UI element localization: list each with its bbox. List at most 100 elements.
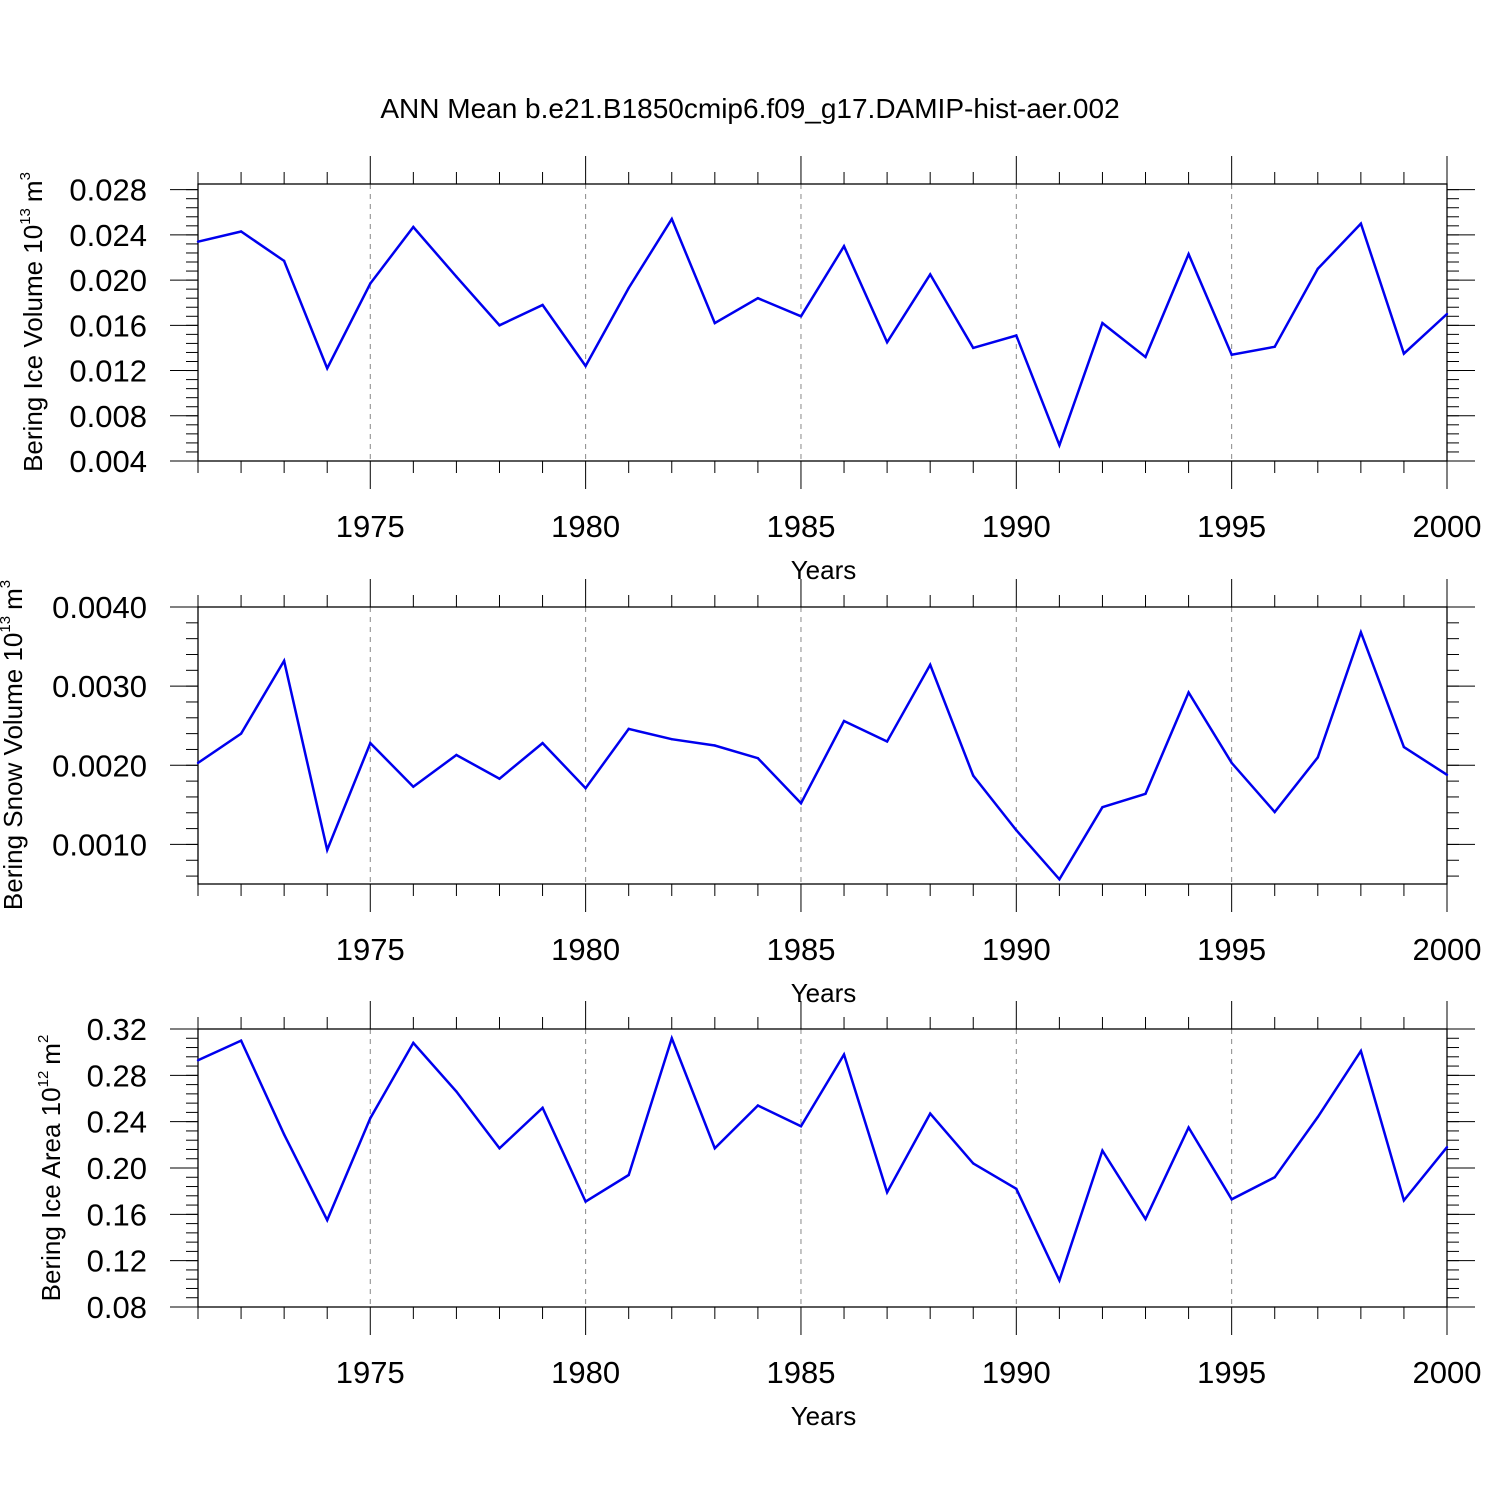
- data-point: [1015, 828, 1018, 832]
- x-tick-label: 1975: [336, 509, 405, 544]
- y-tick-label: 0.24: [87, 1105, 147, 1140]
- data-point: [326, 848, 329, 852]
- data-point: [455, 753, 458, 757]
- data-point: [670, 217, 673, 221]
- x-tick-label: 1985: [766, 932, 835, 967]
- y-tick-label: 0.0030: [52, 669, 147, 704]
- data-point: [412, 225, 415, 229]
- data-point: [756, 296, 760, 300]
- series-line: [197, 628, 1448, 882]
- data-point: [842, 1053, 846, 1056]
- data-point: [584, 1200, 587, 1203]
- panel-ice-area: 0.08 0.12 0.16 0.20 0.24 0.28 0.32 1975 1980 1985…: [35, 1001, 1481, 1431]
- data-point: [282, 259, 286, 263]
- data-point: [1187, 252, 1190, 256]
- data-point: [1316, 267, 1319, 270]
- y-axis-title-text: Bering Snow Volume 10: [0, 633, 28, 911]
- data-point: [713, 1147, 717, 1150]
- data-point: [1273, 1176, 1276, 1179]
- y-tick-label: 0.08: [87, 1290, 147, 1325]
- x-tick-label: 1975: [336, 932, 405, 967]
- data-point: [584, 787, 587, 790]
- data-point: [326, 1218, 329, 1222]
- data-point: [541, 741, 544, 745]
- panel-snow-volume: 0.0010 0.0020 0.0030 0.0040 1975 1980 1985 1990…: [0, 579, 1481, 1008]
- series-line: [197, 1034, 1448, 1284]
- y-tick-label: 0.12: [87, 1244, 147, 1279]
- data-point: [627, 1173, 630, 1177]
- y-axis-title: Bering Ice Volume 1013 m3: [17, 172, 48, 472]
- y-tick-label: 0.0020: [52, 748, 147, 783]
- y-tick-label: 0.28: [87, 1058, 147, 1093]
- y-tick-label: 0.024: [69, 218, 147, 253]
- data-point: [1230, 353, 1233, 356]
- plot-frame: [197, 183, 1448, 462]
- data-point: [1058, 878, 1061, 881]
- data-point: [885, 341, 889, 344]
- x-tick-label: 2000: [1413, 932, 1482, 967]
- x-tick-label: 1985: [766, 509, 835, 544]
- data-point: [842, 719, 846, 723]
- data-point: [713, 744, 717, 747]
- y-axis-title-unit-exponent: 2: [35, 1035, 52, 1043]
- data-point: [1273, 810, 1276, 814]
- y-axis-title-exponent: 12: [35, 1071, 52, 1088]
- data-point: [1144, 792, 1147, 795]
- data-point: [670, 737, 673, 741]
- y-axis-title: Bering Snow Volume 1013 m3: [0, 580, 28, 910]
- data-point: [928, 663, 932, 666]
- x-tick-label: 1985: [766, 1355, 835, 1390]
- data-point: [713, 321, 717, 325]
- data-point: [1187, 691, 1190, 694]
- x-tick-label: 1980: [551, 932, 620, 967]
- data-point: [498, 324, 501, 327]
- data-point: [412, 785, 415, 788]
- data-point: [1058, 443, 1061, 447]
- plot-frame: [197, 606, 1448, 885]
- x-tick-label: 2000: [1413, 509, 1482, 544]
- data-point: [928, 1112, 932, 1115]
- data-point: [1402, 1199, 1406, 1202]
- x-tick-label: 1990: [982, 932, 1051, 967]
- x-axis-title: Years: [791, 978, 857, 1008]
- data-point: [928, 273, 932, 276]
- x-tick-label: 1975: [336, 1355, 405, 1390]
- data-point: [799, 1125, 803, 1128]
- data-point: [196, 1059, 200, 1062]
- data-point: [282, 1133, 286, 1136]
- data-point: [498, 777, 501, 780]
- data-point: [1230, 761, 1233, 765]
- data-point: [369, 282, 372, 285]
- data-point: [670, 1037, 673, 1040]
- data-point: [369, 1116, 372, 1120]
- x-axis-title: Years: [791, 555, 857, 585]
- data-point: [1187, 1126, 1190, 1129]
- data-point: [1445, 773, 1449, 776]
- data-point: [756, 756, 760, 760]
- x-tick-label: 1995: [1197, 932, 1266, 967]
- y-tick-label: 0.012: [69, 354, 147, 389]
- data-point: [239, 732, 243, 735]
- data-point: [1058, 1279, 1061, 1282]
- data-point: [885, 740, 889, 743]
- data-point: [972, 346, 975, 350]
- y-axis-title-unit-exponent: 3: [0, 580, 14, 588]
- data-point: [756, 1104, 760, 1107]
- data-point: [1359, 631, 1363, 634]
- data-point: [842, 244, 846, 248]
- x-tick-label: 1990: [982, 509, 1051, 544]
- data-point: [541, 1106, 544, 1109]
- data-point: [972, 1162, 975, 1165]
- y-tick-label: 0.004: [69, 444, 147, 479]
- data-point: [1445, 1145, 1449, 1149]
- data-point: [972, 774, 975, 777]
- data-point: [239, 230, 243, 233]
- data-point: [1101, 1149, 1104, 1152]
- data-point: [1144, 1217, 1147, 1221]
- data-point: [627, 727, 630, 731]
- data-point: [412, 1041, 415, 1045]
- data-point: [196, 240, 200, 243]
- data-point: [1144, 355, 1147, 359]
- data-point: [498, 1147, 501, 1150]
